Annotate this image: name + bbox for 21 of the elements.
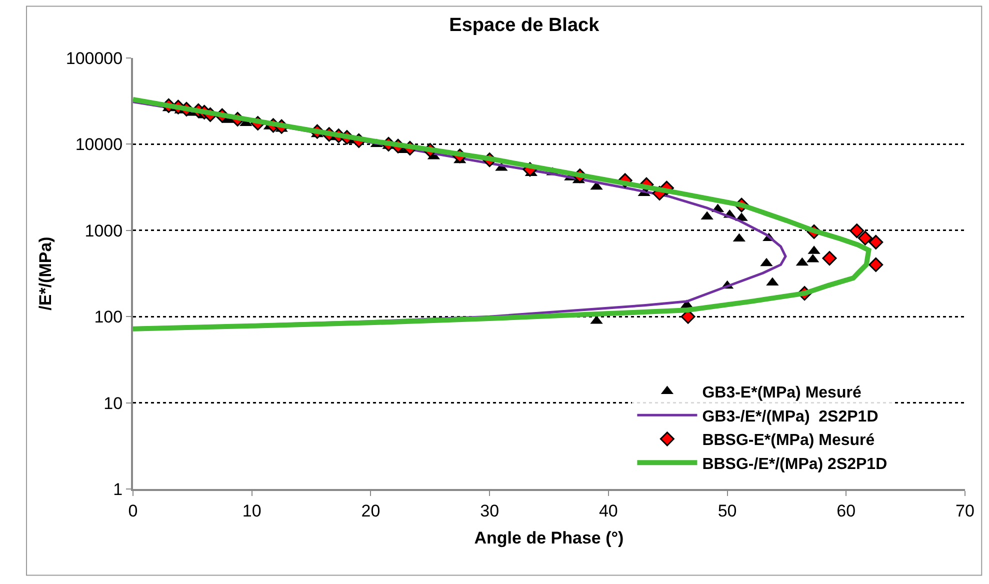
y-tick-label: 1	[113, 480, 123, 499]
x-tick-label: 50	[718, 501, 737, 520]
x-tick-label: 10	[242, 501, 262, 520]
y-tick-label: 1000	[84, 221, 123, 240]
legend-label: GB3-/E*/(MPa) 2S2P1D	[702, 408, 878, 426]
legend-label: BBSG-E*(MPa) Mesuré	[702, 432, 875, 450]
y-tick-label: 100000	[66, 48, 123, 68]
x-axis-title: Angle de Phase (°)	[474, 528, 624, 548]
y-tick-label: 10	[104, 394, 123, 413]
legend-label: BBSG-/E*/(MPa) 2S2P1D	[702, 456, 888, 473]
x-tick-label: 30	[480, 501, 500, 520]
x-tick-label: 40	[598, 501, 618, 520]
y-tick-label: 100	[94, 308, 123, 327]
x-tick-label: 20	[361, 501, 380, 520]
x-tick-label: 70	[956, 501, 974, 520]
x-tick-label: 60	[836, 501, 856, 520]
x-tick-label: 0	[128, 501, 138, 520]
legend-label: GB3-E*(MPa) Mesuré	[702, 384, 862, 402]
y-tick-label: 10000	[75, 135, 123, 154]
chart-title: Espace de Black	[449, 14, 600, 36]
y-axis-title: /E*/(MPa)	[36, 236, 55, 310]
